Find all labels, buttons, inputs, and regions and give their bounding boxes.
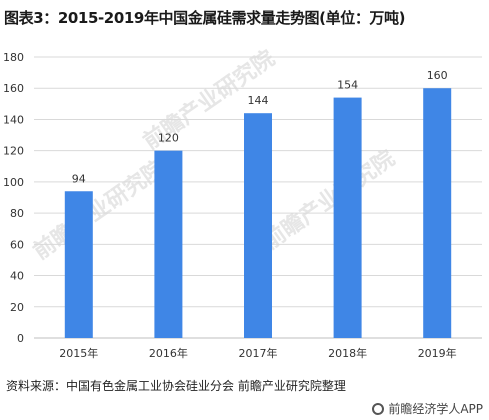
data-label: 94	[72, 172, 86, 185]
bars: 94 120 144 154 160	[64, 69, 452, 338]
watermark-text: 前瞻产业研究院	[29, 155, 170, 265]
data-label: 120	[158, 132, 179, 145]
bar	[244, 113, 272, 338]
bar	[154, 150, 183, 338]
y-tick-label: 160	[3, 82, 24, 95]
chart-title: 图表3：2015-2019年中国金属硅需求量走势图(单位：万吨)	[4, 9, 406, 27]
y-tick-label: 20	[10, 301, 24, 314]
data-label: 154	[337, 79, 358, 92]
x-tick-label: 2018年	[328, 346, 367, 360]
x-tick-label: 2016年	[149, 346, 188, 360]
y-tick-labels: 0 20 40 60 80 100 120 140 160 180	[3, 51, 24, 345]
y-tick-label: 180	[3, 51, 24, 64]
data-label: 160	[427, 69, 448, 82]
y-tick-label: 80	[10, 207, 24, 220]
y-tick-label: 120	[3, 145, 24, 158]
y-tick-label: 0	[17, 332, 24, 345]
x-tick-labels: 2015年 2016年 2017年 2018年 2019年	[59, 346, 456, 360]
bar	[423, 88, 452, 338]
x-tick-label: 2017年	[239, 346, 278, 360]
y-tick-label: 100	[3, 176, 24, 189]
footer-text: 前瞻经济学人APP	[388, 402, 483, 416]
x-tick-label: 2019年	[418, 346, 457, 360]
x-tick-label: 2015年	[59, 346, 98, 360]
y-tick-label: 60	[10, 238, 24, 251]
source-note: 资料来源：中国有色金属工业协会硅业分会 前瞻产业研究院整理	[6, 379, 346, 393]
watermark-text: 前瞻产业研究院	[259, 145, 400, 255]
bar	[64, 191, 93, 338]
y-tick-label: 40	[10, 270, 24, 283]
footer-brand: 前瞻经济学人APP	[372, 400, 483, 417]
bar	[333, 97, 362, 338]
data-label: 144	[248, 94, 269, 107]
y-tick-label: 140	[3, 113, 24, 126]
brand-logo-icon	[372, 402, 385, 415]
